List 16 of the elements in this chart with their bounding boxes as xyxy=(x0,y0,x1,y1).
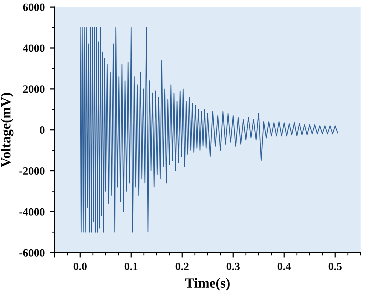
x-tick-label: 0.2 xyxy=(176,262,189,270)
x-tick-label: 0.1 xyxy=(124,262,138,270)
y-tick-label: 0 xyxy=(40,126,45,134)
y-tick-label: -2000 xyxy=(20,167,45,175)
y-axis-title: Voltage(mV) xyxy=(0,93,14,168)
y-tick-label: -6000 xyxy=(20,249,45,257)
x-axis-title: Time(s) xyxy=(185,278,230,291)
x-tick-label: 0.0 xyxy=(74,262,87,270)
y-tick-label: -4000 xyxy=(20,208,45,216)
x-tick-label: 0.5 xyxy=(328,262,342,270)
y-tick-label: 2000 xyxy=(23,86,45,94)
y-tick-label: 6000 xyxy=(23,4,45,12)
y-tick-label: 4000 xyxy=(23,44,45,52)
line-series xyxy=(80,27,338,233)
x-tick-label: 0.4 xyxy=(278,262,292,270)
x-tick-label: 0.3 xyxy=(226,262,240,270)
